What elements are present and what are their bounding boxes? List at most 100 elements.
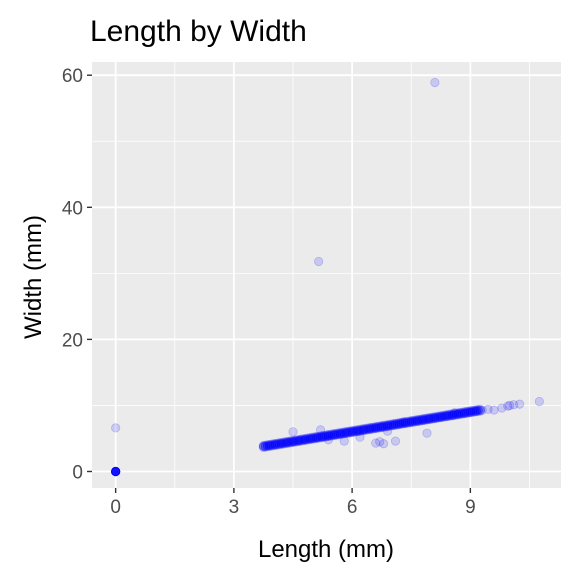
data-point xyxy=(375,437,385,447)
data-point xyxy=(343,427,353,437)
data-point xyxy=(284,437,294,447)
data-point xyxy=(288,437,298,447)
data-point xyxy=(377,422,387,432)
data-point xyxy=(268,441,278,451)
data-point xyxy=(306,434,316,444)
data-point xyxy=(294,436,304,446)
data-point xyxy=(422,428,432,438)
data-point xyxy=(382,420,393,430)
data-point xyxy=(436,411,446,421)
data-point xyxy=(379,420,389,430)
data-point xyxy=(373,421,383,431)
data-point xyxy=(268,440,278,450)
data-point xyxy=(448,409,458,419)
data-point xyxy=(412,415,422,425)
data-point xyxy=(377,422,387,433)
data-point xyxy=(406,416,416,426)
data-point xyxy=(317,432,328,442)
data-point xyxy=(284,436,294,446)
data-point xyxy=(262,440,272,450)
data-point xyxy=(377,422,387,432)
data-point xyxy=(111,466,121,477)
data-point xyxy=(451,408,462,418)
data-point xyxy=(418,415,428,425)
data-point xyxy=(111,466,121,477)
data-point xyxy=(446,411,456,421)
data-point xyxy=(503,401,513,411)
data-point xyxy=(381,421,391,431)
data-point xyxy=(290,436,300,446)
data-point xyxy=(111,466,121,477)
data-point xyxy=(377,421,387,431)
data-point xyxy=(359,424,369,434)
data-point xyxy=(459,409,470,419)
data-point xyxy=(258,442,269,452)
data-point xyxy=(432,413,442,423)
data-point xyxy=(463,407,473,417)
data-point xyxy=(449,410,460,420)
data-point xyxy=(400,418,410,428)
data-point xyxy=(329,430,339,441)
data-point xyxy=(410,416,420,426)
data-point xyxy=(386,421,397,431)
data-point xyxy=(314,432,324,442)
data-point xyxy=(402,417,412,428)
data-point xyxy=(388,420,399,431)
data-point xyxy=(404,416,414,426)
data-point xyxy=(351,426,361,436)
data-point xyxy=(317,431,328,441)
data-point xyxy=(505,400,515,411)
data-point xyxy=(353,426,363,437)
data-point xyxy=(430,413,440,424)
data-point xyxy=(111,466,121,477)
data-point xyxy=(424,413,434,423)
data-point xyxy=(298,435,308,445)
data-point xyxy=(416,416,426,426)
data-point xyxy=(410,417,420,427)
data-point xyxy=(455,408,466,419)
data-point xyxy=(436,412,446,423)
data-point xyxy=(371,438,381,448)
data-point xyxy=(302,433,312,443)
data-point xyxy=(258,441,269,451)
data-point xyxy=(440,410,450,420)
data-point xyxy=(270,439,280,450)
data-point xyxy=(329,430,339,440)
data-point xyxy=(418,415,428,426)
data-point xyxy=(394,419,405,429)
data-point xyxy=(341,428,351,438)
data-point xyxy=(353,426,363,436)
x-axis-label: Length (mm) xyxy=(258,536,394,563)
data-point xyxy=(461,408,472,418)
data-point xyxy=(306,434,316,444)
data-point xyxy=(469,407,479,417)
data-point xyxy=(406,417,416,427)
data-point xyxy=(353,425,363,435)
data-point xyxy=(475,406,485,416)
data-point xyxy=(375,421,385,431)
data-point xyxy=(428,412,438,422)
data-point xyxy=(335,428,345,438)
data-point xyxy=(438,410,448,421)
data-point xyxy=(337,427,347,437)
data-point xyxy=(432,411,442,422)
data-point xyxy=(286,437,296,447)
data-point xyxy=(373,422,383,432)
data-point xyxy=(382,421,393,431)
data-point xyxy=(280,437,290,447)
data-point xyxy=(394,418,405,428)
data-point xyxy=(461,406,472,417)
data-point xyxy=(280,439,290,449)
data-point xyxy=(442,411,452,422)
data-point xyxy=(465,406,475,416)
data-point xyxy=(453,409,464,419)
data-point xyxy=(314,431,324,441)
x-axis-ticks: 0 3 6 9 xyxy=(110,488,476,518)
data-point xyxy=(278,438,288,448)
data-point xyxy=(347,427,357,437)
data-point xyxy=(365,424,375,434)
data-point xyxy=(306,433,316,444)
data-point xyxy=(337,428,347,438)
data-point xyxy=(463,408,473,418)
data-point xyxy=(111,466,121,477)
